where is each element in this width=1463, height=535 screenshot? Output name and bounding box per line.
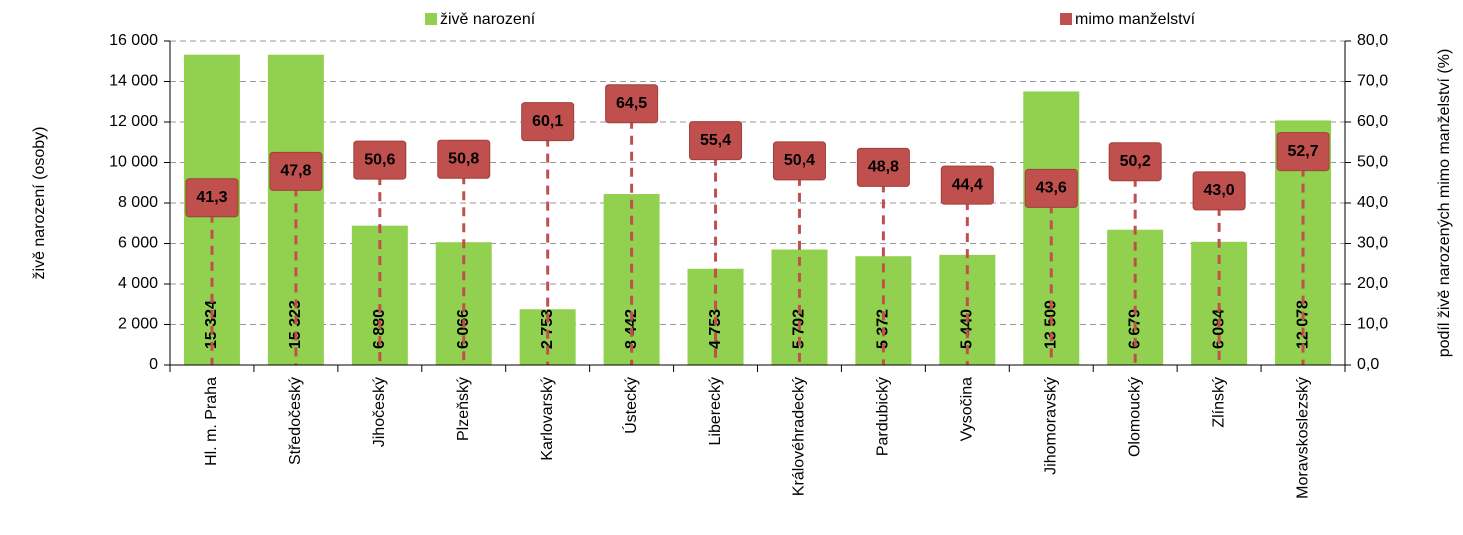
marker: [940, 165, 994, 205]
x-tick-label: Jihomoravský: [1042, 377, 1059, 475]
x-tick-label: Plzeňský: [455, 377, 472, 441]
x-tick-label: Karlovarský: [539, 377, 556, 461]
y2-tick-label: 30,0: [1357, 235, 1388, 252]
y2-tick-label: 40,0: [1357, 194, 1388, 211]
y2-tick-label: 0,0: [1357, 356, 1379, 373]
legend-label: živě narození: [440, 11, 536, 28]
marker-value-label: 50,6: [364, 151, 395, 168]
y-tick-label: 0: [149, 356, 158, 373]
bar-value-label: 6 084: [1210, 309, 1227, 349]
bar-value-label: 12 078: [1294, 300, 1311, 349]
x-tick-label: Pardubický: [875, 377, 892, 456]
y2-tick-label: 50,0: [1357, 154, 1388, 171]
x-tick-label: Zlínský: [1210, 377, 1227, 428]
bar-value-label: 4 753: [707, 309, 724, 349]
y-tick-label: 12 000: [109, 113, 158, 130]
legend-swatch: [425, 13, 437, 25]
legend-label: mimo manželství: [1075, 11, 1196, 28]
marker: [185, 178, 239, 218]
marker: [1024, 168, 1078, 208]
marker: [521, 102, 575, 142]
bar-value-label: 15 324: [203, 300, 220, 349]
y-tick-label: 14 000: [109, 73, 158, 90]
marker: [437, 139, 491, 179]
y-tick-label: 8 000: [118, 194, 158, 211]
marker: [353, 140, 407, 180]
bar-value-label: 6 066: [455, 309, 472, 349]
y2-tick-label: 70,0: [1357, 73, 1388, 90]
x-tick-label: Hl. m. Praha: [203, 377, 220, 466]
y2-tick-label: 80,0: [1357, 32, 1388, 49]
y-tick-label: 4 000: [118, 275, 158, 292]
marker: [1192, 171, 1246, 211]
marker: [856, 147, 910, 187]
x-tick-label: Královéhradecký: [791, 377, 808, 496]
marker-value-label: 43,0: [1204, 182, 1235, 199]
marker: [772, 141, 826, 181]
y2-tick-label: 60,0: [1357, 113, 1388, 130]
marker-value-label: 50,4: [784, 152, 815, 169]
marker-value-label: 41,3: [196, 189, 227, 206]
marker: [605, 84, 659, 124]
y-axis-title: živě narození (osoby): [31, 127, 48, 280]
marker-value-label: 43,6: [1036, 180, 1067, 197]
marker-value-label: 52,7: [1287, 143, 1318, 160]
marker-value-label: 47,8: [280, 163, 311, 180]
bar-value-label: 5 440: [959, 309, 976, 349]
y-tick-label: 16 000: [109, 32, 158, 49]
y2-tick-label: 10,0: [1357, 316, 1388, 333]
marker: [1276, 132, 1330, 172]
marker: [1108, 142, 1162, 182]
marker-value-label: 64,5: [616, 95, 647, 112]
y2-axis-title: podíl živě narozených mimo manželství (%…: [1436, 49, 1453, 358]
x-tick-label: Olomoucký: [1126, 377, 1143, 457]
bar-value-label: 15 323: [287, 300, 304, 349]
x-tick-label: Jihočeský: [371, 377, 388, 447]
x-tick-label: Liberecký: [707, 377, 724, 445]
x-tick-label: Moravskoslezský: [1294, 377, 1311, 499]
marker-value-label: 50,2: [1120, 153, 1151, 170]
marker: [269, 151, 323, 191]
marker-value-label: 48,8: [868, 159, 899, 176]
marker-value-label: 60,1: [532, 113, 563, 130]
x-tick-label: Středočeský: [287, 377, 304, 465]
marker: [689, 121, 743, 161]
x-tick-label: Vysočina: [959, 377, 976, 441]
x-tick-label: Ústecký: [621, 377, 640, 434]
legend-swatch: [1060, 13, 1072, 25]
marker-value-label: 55,4: [700, 132, 731, 149]
y-tick-label: 2 000: [118, 316, 158, 333]
marker-value-label: 50,8: [448, 150, 479, 167]
y2-tick-label: 20,0: [1357, 275, 1388, 292]
y-tick-label: 10 000: [109, 154, 158, 171]
bar-value-label: 2 753: [539, 309, 556, 349]
marker-value-label: 44,4: [952, 176, 983, 193]
y-tick-label: 6 000: [118, 235, 158, 252]
